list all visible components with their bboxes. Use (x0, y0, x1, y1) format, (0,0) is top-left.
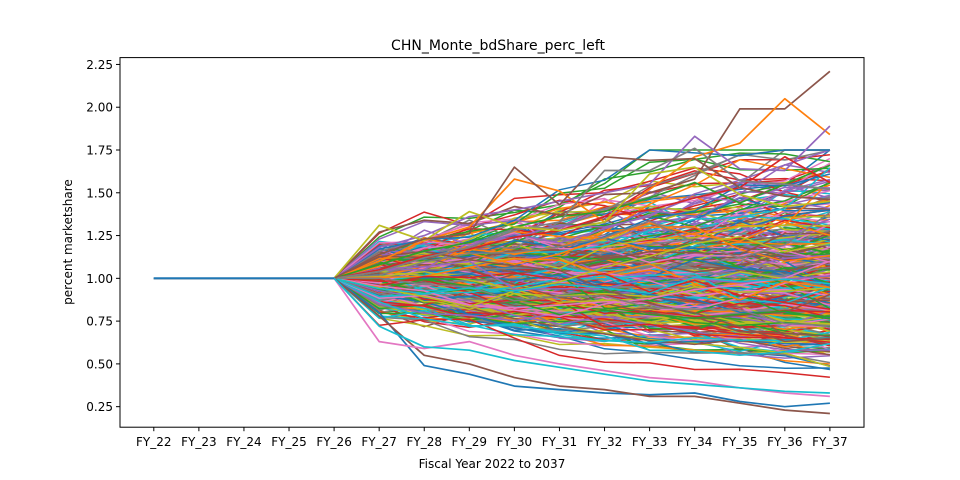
y-tick-label: 1.50 (86, 186, 113, 200)
x-tick-label: FY_34 (677, 435, 713, 449)
x-tick-label: FY_22 (136, 435, 172, 449)
x-tick-label: FY_35 (722, 435, 758, 449)
x-axis: FY_22 FY_23 FY_24 FY_25 FY_26 FY_27 FY_28 FY_29… (136, 427, 848, 449)
x-tick-label: FY_37 (812, 435, 848, 449)
y-tick-label: 2.00 (86, 101, 113, 115)
y-tick-label: 2.25 (86, 58, 113, 72)
y-tick-label: 1.00 (86, 272, 113, 286)
y-tick-label: 1.75 (86, 144, 113, 158)
x-tick-label: FY_26 (316, 435, 352, 449)
y-axis-label: percent marketshare (61, 179, 75, 305)
y-axis: 0.25 0.50 0.75 1.00 1.25 1.50 1.75 2.00 2.25 (86, 58, 120, 414)
x-tick-label: FY_33 (632, 435, 668, 449)
plot-frame (119, 57, 865, 428)
y-tick-label: 0.75 (86, 315, 113, 329)
x-tick-label: FY_36 (767, 435, 803, 449)
x-tick-label: FY_28 (406, 435, 442, 449)
y-tick-label: 0.50 (86, 357, 113, 371)
y-tick-label: 0.25 (86, 400, 113, 414)
x-tick-label: FY_31 (542, 435, 578, 449)
y-tick-label: 1.25 (86, 229, 113, 243)
x-tick-label: FY_25 (271, 435, 307, 449)
x-tick-label: FY_29 (452, 435, 488, 449)
x-tick-label: FY_23 (181, 435, 217, 449)
x-tick-label: FY_30 (497, 435, 533, 449)
x-axis-label: Fiscal Year 2022 to 2037 (419, 457, 566, 471)
x-tick-label: FY_32 (587, 435, 623, 449)
chart-title: CHN_Monte_bdShare_perc_left (391, 38, 605, 54)
x-tick-label: FY_27 (361, 435, 397, 449)
x-tick-label: FY_24 (226, 435, 262, 449)
